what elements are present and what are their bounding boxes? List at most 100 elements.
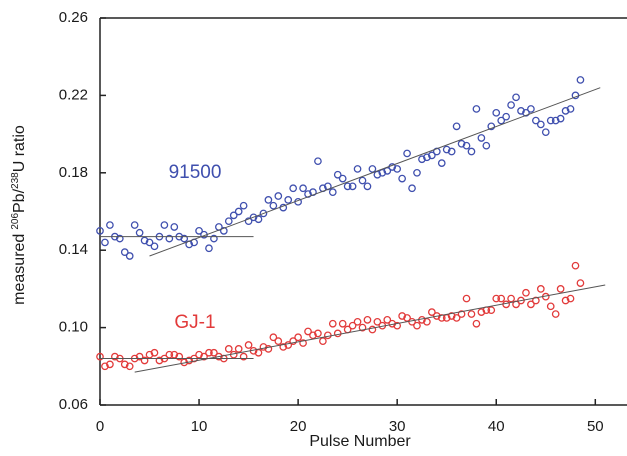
data-point <box>259 209 268 218</box>
data-point <box>437 159 446 167</box>
fit-line <box>134 284 606 373</box>
y-axis-title: measured 206Pb/238U ratio <box>10 125 28 305</box>
x-tick-label: 0 <box>96 418 104 435</box>
data-point <box>195 350 203 359</box>
data-point <box>418 155 426 164</box>
data-point <box>487 122 496 131</box>
fit-line <box>149 87 601 257</box>
x-tick-label: 30 <box>389 418 406 435</box>
data-point <box>413 168 421 177</box>
data-point <box>576 279 585 287</box>
data-point <box>423 153 431 162</box>
data-point <box>338 174 347 183</box>
data-point <box>150 348 159 357</box>
data-point <box>279 343 288 351</box>
data-point <box>140 236 149 245</box>
data-point <box>522 288 530 297</box>
data-point <box>398 174 406 183</box>
data-point <box>482 141 491 150</box>
y-tick-label: 0.26 <box>59 9 88 26</box>
x-tick-label: 40 <box>488 418 505 435</box>
data-point <box>165 234 174 243</box>
data-point <box>502 300 510 309</box>
data-point <box>333 329 342 338</box>
data-point <box>561 296 570 305</box>
data-point <box>125 362 134 371</box>
data-point <box>200 352 208 361</box>
data-point <box>205 244 213 253</box>
data-point <box>403 314 411 322</box>
data-point <box>393 165 402 173</box>
data-point <box>462 294 471 303</box>
data-point <box>299 184 307 193</box>
data-point <box>224 345 233 353</box>
data-point <box>413 321 421 330</box>
data-point <box>447 147 456 156</box>
data-point <box>363 182 372 191</box>
data-point <box>219 227 228 235</box>
series-label: GJ-1 <box>174 312 215 333</box>
data-point <box>576 76 585 84</box>
data-point <box>130 221 139 229</box>
data-point <box>353 165 362 173</box>
y-title-sup: 206 <box>10 213 21 230</box>
data-point <box>452 314 461 322</box>
y-title-part: measured <box>11 234 28 305</box>
data-point <box>398 312 406 320</box>
data-point <box>541 128 550 137</box>
data-point <box>96 227 104 235</box>
data-point <box>551 116 560 125</box>
y-tick-label: 0.14 <box>59 241 88 258</box>
data-point <box>536 285 545 293</box>
data-point <box>323 331 332 340</box>
data-point <box>185 356 194 365</box>
data-point <box>462 141 471 150</box>
data-point <box>546 302 555 311</box>
data-point <box>348 182 357 191</box>
data-point <box>135 228 144 237</box>
y-title-part: U ratio <box>11 125 28 172</box>
data-point <box>363 316 372 324</box>
y-tick-label: 0.18 <box>59 164 88 181</box>
data-point <box>210 234 218 243</box>
data-point <box>566 294 575 303</box>
data-point <box>517 107 525 115</box>
data-point <box>571 261 580 270</box>
data-point <box>428 308 436 316</box>
data-point <box>165 350 174 359</box>
data-point <box>234 207 243 216</box>
data-point <box>106 360 114 369</box>
data-point <box>244 341 253 349</box>
data-point <box>155 356 164 365</box>
data-point <box>259 343 268 351</box>
data-point <box>180 234 189 243</box>
data-point <box>551 310 560 318</box>
data-point <box>125 252 134 260</box>
data-point <box>442 145 451 154</box>
data-point <box>309 331 317 340</box>
data-point <box>566 105 575 113</box>
data-point <box>507 294 515 303</box>
data-point <box>452 122 461 131</box>
y-title-part: Pb/ <box>11 188 28 213</box>
x-axis-title: Pulse Number <box>309 433 411 450</box>
data-point <box>319 337 327 345</box>
data-point <box>264 196 273 204</box>
data-point <box>556 114 565 123</box>
data-point <box>224 217 233 226</box>
data-point <box>428 151 436 160</box>
data-point <box>502 112 510 121</box>
data-point <box>477 134 486 142</box>
data-point <box>383 316 392 324</box>
data-point <box>264 345 273 353</box>
data-point <box>269 201 278 210</box>
data-point <box>527 300 535 309</box>
data-point <box>546 116 555 125</box>
data-point <box>210 348 218 357</box>
data-point <box>457 139 466 148</box>
data-point <box>467 147 476 156</box>
data-point <box>289 184 298 193</box>
data-point <box>299 339 307 347</box>
data-point <box>294 333 302 342</box>
